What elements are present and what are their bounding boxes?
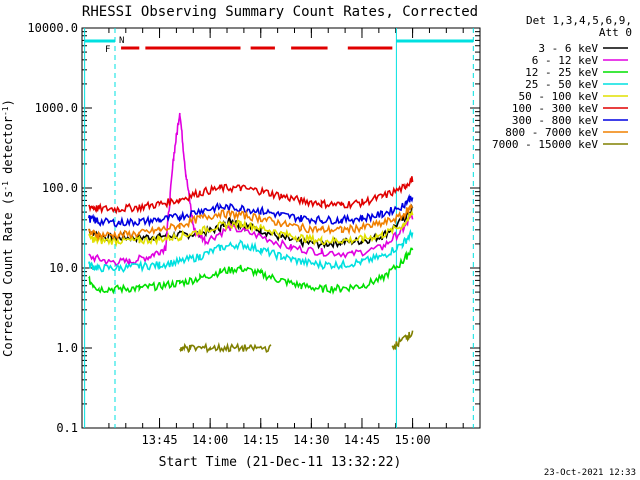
chart-title: RHESSI Observing Summary Count Rates, Co…	[82, 4, 478, 20]
x-tick-label: 14:30	[293, 433, 329, 447]
legend-label: 3 - 6 keV	[538, 42, 598, 55]
legend-label: 300 - 800 keV	[512, 114, 598, 127]
series-line-300-800-kev	[87, 193, 414, 228]
legend-header-line-1: Det 1,3,4,5,6,9,	[526, 14, 632, 27]
legend-label: 50 - 100 keV	[519, 90, 599, 103]
series-lines	[87, 112, 414, 354]
series-line-50-100-kev	[88, 209, 414, 248]
y-axis-label-part-3: )	[1, 99, 15, 106]
y-axis-label: Corrected Count Rate (s-1 detector-1)	[1, 99, 15, 357]
legend-label: 25 - 50 keV	[525, 78, 598, 91]
x-axis-label: Start Time (21-Dec-11 13:32:22)	[159, 455, 402, 470]
plot-frame	[81, 27, 481, 429]
series-line-7000-15000-kev	[179, 330, 414, 354]
legend-label: 100 - 300 keV	[512, 102, 598, 115]
y-axis-label-superscript-1: -1	[1, 181, 10, 191]
legend-label: 6 - 12 keV	[532, 54, 599, 67]
x-tick-label: 13:45	[141, 433, 177, 447]
y-axis-label-part-1: Corrected Count Rate (s	[1, 191, 15, 357]
y-tick-label: 10.0	[49, 261, 78, 275]
flag-label-n: N	[119, 36, 124, 46]
y-tick-label: 100.0	[42, 181, 78, 195]
y-axis-label-part-2: detector	[1, 116, 15, 181]
series-line-25-50-kev	[87, 228, 414, 274]
legend-label: 7000 - 15000 keV	[492, 138, 598, 151]
x-tick-label: 14:15	[243, 433, 279, 447]
legend-header-line-2: Att 0	[599, 26, 632, 39]
y-tick-label: 10000.0	[27, 21, 78, 35]
flag-label-f: F	[105, 45, 110, 55]
legend-label: 800 - 7000 keV	[505, 126, 598, 139]
x-tick-label: 14:00	[192, 433, 228, 447]
series-line-12-25-kev	[88, 247, 414, 295]
x-tick-label: 15:00	[395, 433, 431, 447]
y-tick-label: 0.1	[56, 421, 78, 435]
flag-bars: FN	[84, 36, 474, 55]
y-axis: 0.1 1.0 10.0 100.0 1000.0 10000.0	[27, 21, 480, 435]
x-tick-label: 14:45	[344, 433, 380, 447]
series-line-100-300-kev	[88, 176, 414, 215]
series-line-800-7000-kev	[87, 203, 413, 242]
y-tick-label: 1000.0	[35, 101, 78, 115]
x-axis: 13:45 14:00 14:15 14:30 14:45 15:00	[108, 28, 464, 447]
footer-date: 23-Oct-2021 12:33	[544, 468, 636, 478]
y-axis-label-superscript-2: -1	[1, 106, 10, 116]
y-tick-label: 1.0	[56, 341, 78, 355]
night-markers	[84, 28, 474, 428]
legend-label: 12 - 25 keV	[525, 66, 598, 79]
